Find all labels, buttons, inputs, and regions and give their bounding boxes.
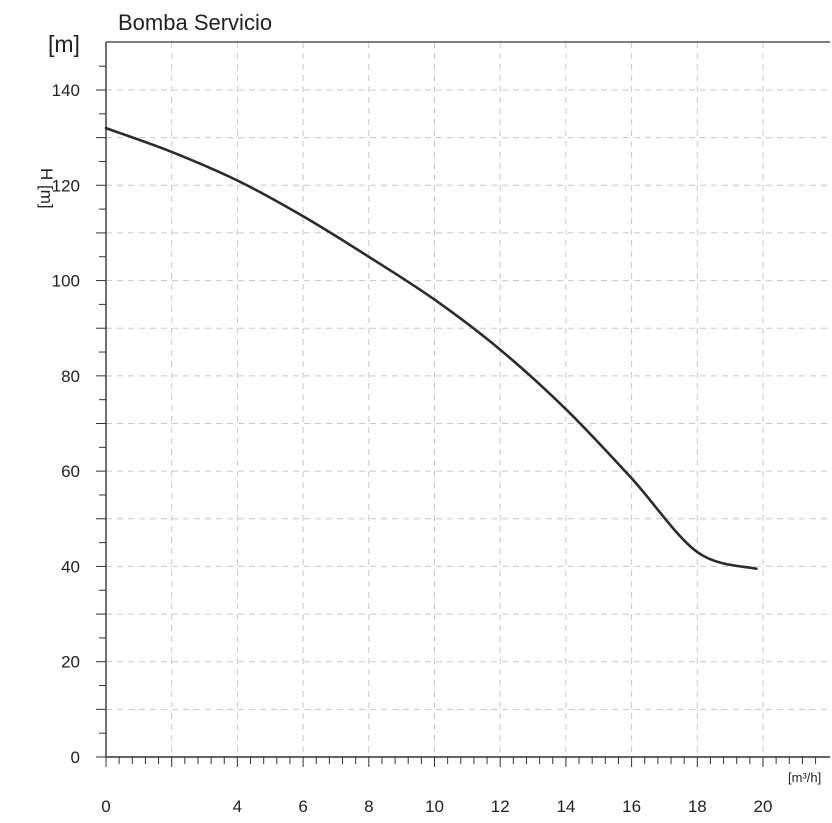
y-tick-label: 80 xyxy=(61,367,80,386)
x-tick-label: 0 xyxy=(101,797,110,816)
y-tick-label: 60 xyxy=(61,462,80,481)
series-group xyxy=(104,126,758,571)
x-tick-label: 12 xyxy=(491,797,510,816)
ticks: 0 20 40 60 80 100 120 140 0 4 6 8 10 12 14 16 18 20 xyxy=(52,65,817,816)
x-tick-label: 4 xyxy=(233,797,242,816)
x-tick-label: 6 xyxy=(298,797,307,816)
y-tick-label: 120 xyxy=(52,176,80,195)
y-unit-label: [m] xyxy=(48,31,80,57)
y-tick-label: 0 xyxy=(71,748,80,767)
x-tick-label: 16 xyxy=(622,797,641,816)
axes xyxy=(105,41,830,758)
grid xyxy=(106,42,830,757)
y-tick-label: 100 xyxy=(52,272,80,291)
y-tick-label: 40 xyxy=(61,557,80,576)
x-tick-label: 20 xyxy=(754,797,773,816)
x-tick-label: 10 xyxy=(425,797,444,816)
y-axis-label: H [m] xyxy=(37,168,56,209)
x-tick-label: 14 xyxy=(556,797,575,816)
x-unit-label: [m³/h] xyxy=(788,770,821,785)
x-tick-label: 18 xyxy=(688,797,707,816)
chart-title: Bomba Servicio xyxy=(118,10,272,35)
x-tick-label: 8 xyxy=(364,797,373,816)
y-tick-label: 20 xyxy=(61,653,80,672)
series-line xyxy=(104,126,758,571)
y-tick-label: 140 xyxy=(52,81,80,100)
